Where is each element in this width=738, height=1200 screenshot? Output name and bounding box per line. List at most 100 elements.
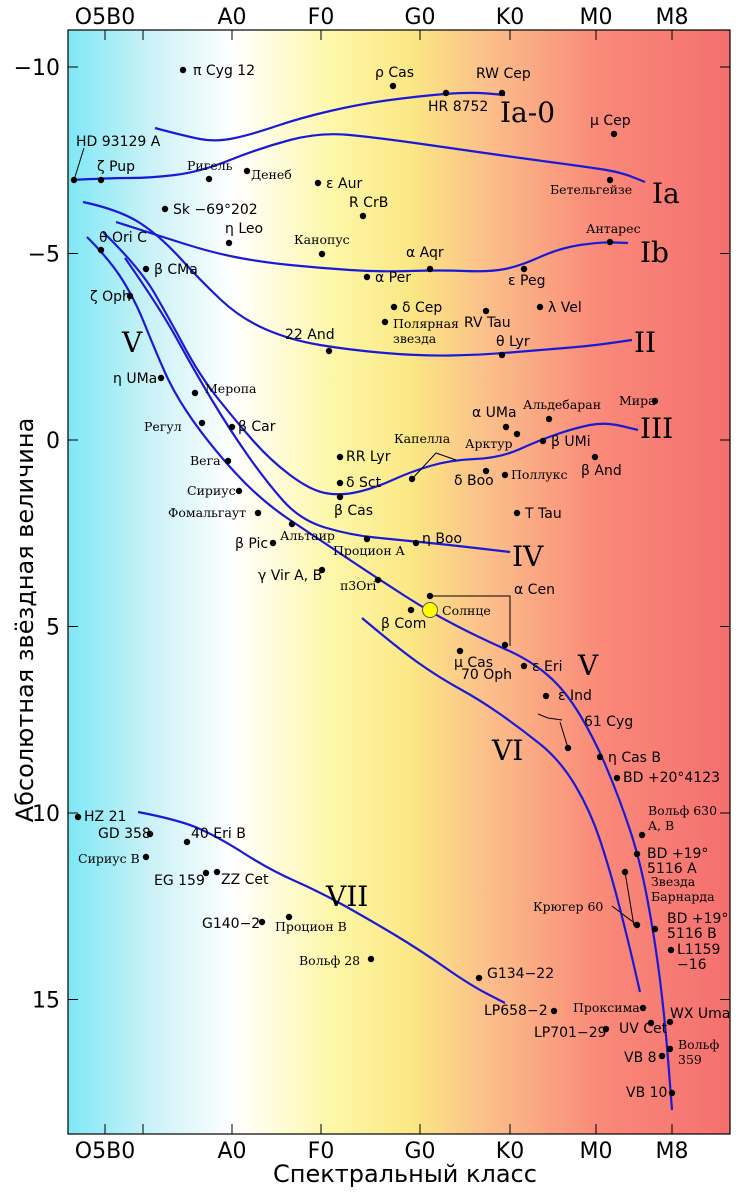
star-label--pup: ζ Pup bbox=[97, 159, 135, 175]
star-label--pic: β Pic bbox=[235, 536, 268, 552]
star-label-zz-cet: ZZ Cet bbox=[221, 872, 269, 888]
star-point-hz-21 bbox=[74, 813, 82, 821]
star-point--uma bbox=[502, 423, 510, 431]
star-label--ori-c: θ Ori C bbox=[99, 230, 147, 246]
star-label-вега: Вега bbox=[190, 453, 221, 468]
star-label-капелла: Капелла bbox=[394, 431, 451, 446]
star-point--vel bbox=[536, 303, 544, 311]
x-tick-label-top: O5B0 bbox=[75, 5, 135, 30]
label-leader-line bbox=[411, 452, 457, 480]
star-point--cen bbox=[426, 592, 434, 600]
star-point-g140-2 bbox=[258, 918, 266, 926]
star-point--sct bbox=[336, 479, 344, 487]
star-label--umi: β UMi bbox=[551, 434, 591, 450]
star-point-gd-358 bbox=[146, 830, 154, 838]
star-label-t-tau: T Tau bbox=[524, 506, 562, 522]
star-point-ригель bbox=[205, 175, 213, 183]
star-point-vb-8 bbox=[658, 1052, 666, 1060]
star-point--ori-c bbox=[97, 246, 105, 254]
luminosity-curve-ib bbox=[115, 220, 629, 273]
star-point--cyg-12 bbox=[179, 66, 187, 74]
star-label--cas-b: η Cas B bbox=[608, 750, 661, 766]
star-label--per: α Per bbox=[375, 270, 411, 286]
x-tick-label-bottom: F0 bbox=[308, 1139, 335, 1164]
star-point-сириус-b bbox=[142, 853, 150, 861]
star-point-крюгер-60 bbox=[633, 921, 641, 929]
y-tick-label: 15 bbox=[32, 989, 60, 1014]
star-label--cyg-12: π Cyg 12 bbox=[193, 63, 255, 79]
star-point-lp701-29 bbox=[602, 1025, 610, 1033]
star-label-61-cyg: 61 Cyg bbox=[584, 714, 633, 730]
star-label--uma: η UMa bbox=[113, 371, 157, 387]
star-label-сириус: Сириус bbox=[187, 483, 236, 498]
star-point-вольф-359 bbox=[666, 1045, 674, 1053]
x-tick-label-bottom: M0 bbox=[580, 1139, 613, 1164]
label-leader-line bbox=[559, 721, 569, 749]
star-point-мира bbox=[651, 397, 659, 405]
x-tick-label-top: M0 bbox=[580, 5, 613, 30]
star-point--pup bbox=[97, 176, 105, 184]
star-point--com bbox=[407, 606, 415, 614]
star-point--cep bbox=[610, 130, 618, 138]
class-label-ii: II bbox=[634, 326, 656, 359]
star-label-поллукс: Поллукс bbox=[511, 467, 567, 482]
star-label-сириус-b: Сириус B bbox=[78, 851, 140, 866]
star-label-r-crb: R CrB bbox=[349, 195, 388, 211]
star-label-солнце: Солнце bbox=[442, 603, 491, 618]
star-point-g134-22 bbox=[475, 974, 483, 982]
star-label-крюгер-60: Крюгер 60 bbox=[533, 899, 603, 914]
x-tick-label-top: F0 bbox=[308, 5, 335, 30]
star-label-bd-19-5116-a: BD +19° 5116 A bbox=[647, 846, 708, 877]
star-label-фомальгаут: Фомальгаут bbox=[168, 505, 246, 520]
star-label-проксима: Проксима bbox=[573, 1000, 640, 1015]
star-label-hr-8752: HR 8752 bbox=[428, 99, 488, 115]
star-label--boo: δ Boo bbox=[454, 473, 494, 489]
star-label-арктур: Арктур bbox=[465, 436, 513, 451]
star-point-lp658-2 bbox=[550, 1007, 558, 1015]
star-point-сириус bbox=[235, 487, 243, 495]
star-label-полярная-звезда: Полярная звезда bbox=[393, 316, 459, 346]
class-label-iv: IV bbox=[512, 540, 544, 573]
class-label-v-second: V bbox=[577, 649, 599, 682]
label-leader-line bbox=[624, 871, 635, 927]
star-point-канопус bbox=[318, 250, 326, 258]
star-point-звезда-барнарда bbox=[621, 868, 629, 876]
star-point--uma bbox=[157, 374, 165, 382]
star-point-процион-a bbox=[363, 535, 371, 543]
star-label--eri: ε Eri bbox=[532, 659, 563, 675]
star-point-t-tau bbox=[513, 509, 521, 517]
star-point--aur bbox=[314, 179, 322, 187]
star-point-процион-b bbox=[285, 913, 293, 921]
luminosity-curve-vii bbox=[137, 810, 506, 1004]
star-point-eg-159 bbox=[202, 869, 210, 877]
star-point-zz-cet bbox=[213, 868, 221, 876]
star-point-r-crb bbox=[359, 212, 367, 220]
star-label--cen: α Cen bbox=[514, 582, 555, 598]
star-label-ригель: Ригель bbox=[187, 158, 233, 173]
star-point-антарес bbox=[606, 238, 614, 246]
star-point-61-cyg bbox=[564, 744, 572, 752]
star-point-sk-69-202 bbox=[161, 205, 169, 213]
class-label-ib: Ib bbox=[640, 236, 669, 269]
star-point-поллукс bbox=[501, 471, 509, 479]
star-label--cas: ρ Cas bbox=[375, 65, 414, 81]
star-label-вольф-28: Вольф 28 bbox=[299, 953, 360, 968]
star-point-uv-cet bbox=[647, 1019, 655, 1027]
star-point--boo bbox=[412, 539, 420, 547]
star-label--ind: ε Ind bbox=[558, 688, 592, 704]
star-point--cas bbox=[336, 493, 344, 501]
star-point-bd-19-5116-b bbox=[651, 925, 659, 933]
class-label-ia: Ia bbox=[652, 177, 680, 210]
star-point--lyr bbox=[498, 351, 506, 359]
label-leader-line bbox=[73, 147, 85, 181]
class-label-vii: VII bbox=[325, 880, 368, 913]
star-label--peg: ε Peg bbox=[508, 273, 545, 289]
star-label--cma: β CMa bbox=[154, 262, 198, 278]
class-label-ia-0: Ia-0 bbox=[500, 96, 555, 129]
x-tick-label-bottom: M8 bbox=[656, 1139, 689, 1164]
y-axis-label: Абсолютная звёздная величина bbox=[11, 418, 39, 823]
star-points: π Cyg 12 ρ Cas RW Cep HR 8752 μ Cep HD 93129 … bbox=[70, 63, 730, 1101]
star-label-антарес: Антарес bbox=[586, 221, 641, 236]
